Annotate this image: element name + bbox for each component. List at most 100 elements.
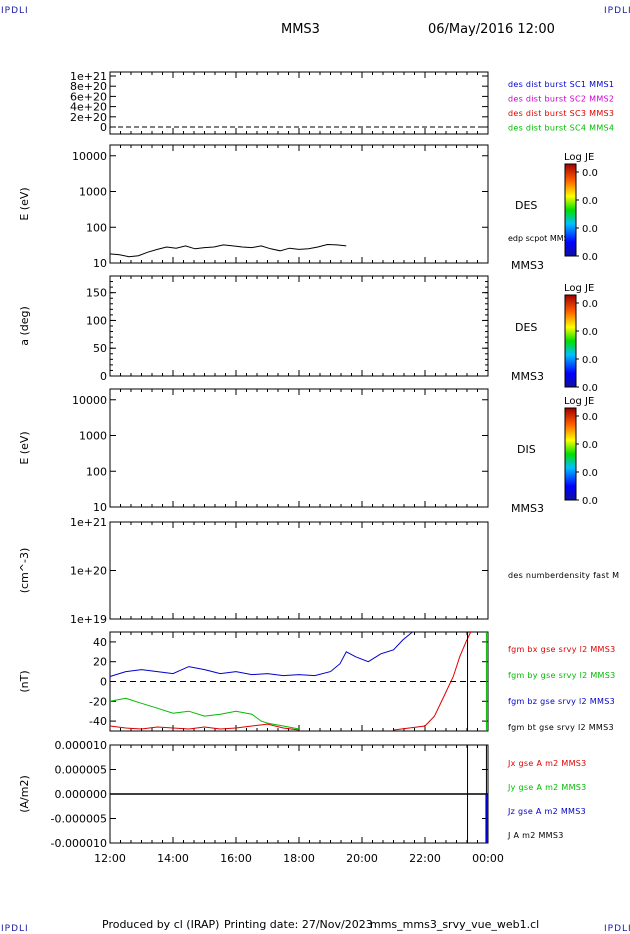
des-pitch-y-axis-label: a (deg) — [18, 306, 31, 346]
des-energy-colorbar — [564, 163, 577, 257]
des-energy-y-tick-label: 10000 — [72, 150, 107, 163]
current-legend-entry: J A m2 MMS3 — [507, 831, 564, 840]
des-pitch-y-tick-label: 0 — [100, 370, 107, 383]
des-pitch-sublabel: MMS3 — [511, 370, 544, 383]
corner-label-bottom-right: IPDLI — [604, 924, 630, 934]
x-tick-label: 12:00 — [94, 852, 126, 865]
burst-legend-entry: des dist burst SC4 MMS4 — [508, 124, 614, 133]
dis-energy-colorbar-tick-label: 0.0 — [582, 468, 598, 479]
corner-label-top-left: IPDLI — [1, 6, 29, 16]
dis-energy-y-tick-label: 10000 — [72, 394, 107, 407]
burst-y-tick-label: 0 — [100, 121, 107, 134]
current-y-tick-label: 0.000000 — [55, 788, 108, 801]
density-y-tick-label: 1e+19 — [70, 613, 107, 626]
current-legend-entry: Jy gse A m2 MMS3 — [507, 783, 587, 792]
des-energy-colorbar-title: Log JE — [564, 152, 594, 163]
des-pitch-y-tick-label: 100 — [86, 314, 107, 327]
x-tick-label: 14:00 — [157, 852, 189, 865]
current-legend-entry: Jz gse A m2 MMS3 — [507, 807, 586, 816]
x-tick-label: 16:00 — [220, 852, 252, 865]
panel-frame-3 — [109, 388, 489, 508]
des-energy-label: DES — [515, 199, 537, 212]
des-pitch-colorbar-tick-label: 0.0 — [582, 355, 598, 366]
dis-energy-sublabel: MMS3 — [511, 502, 544, 515]
burst-y-tick-label: 1e+21 — [70, 70, 107, 83]
fgm-series-line-2 — [109, 723, 300, 731]
density-y-tick-label: 1e+20 — [70, 565, 107, 578]
panel-frame-4 — [109, 521, 489, 620]
current-y-tick-label: -0.000010 — [51, 837, 107, 850]
footer-filename: mms_mms3_srvy_vue_web1.cl — [370, 918, 540, 931]
des-pitch-colorbar — [564, 294, 577, 388]
fgm-series-line-0 — [109, 631, 413, 677]
x-tick-label: 18:00 — [283, 852, 315, 865]
fgm-y-axis-label: (nT) — [18, 670, 31, 692]
dis-energy-colorbar — [564, 407, 577, 501]
des-pitch-colorbar-tick-label: 0.0 — [582, 383, 598, 394]
des-energy-y-tick-label: 1000 — [79, 186, 107, 199]
date-time-title: 06/May/2016 12:00 — [428, 22, 555, 37]
des-energy-y-axis-label: E (eV) — [18, 187, 31, 220]
x-tick-label: 20:00 — [346, 852, 378, 865]
panel-frame-1 — [109, 144, 489, 264]
dis-energy-label: DIS — [517, 443, 536, 456]
fgm-y-tick-label: 40 — [93, 636, 107, 649]
dis-energy-y-tick-label: 10 — [93, 501, 107, 514]
density-legend-entry: des numberdensity fast M — [508, 571, 619, 580]
corner-label-bottom-left: IPDLI — [1, 924, 29, 934]
current-y-axis-label: (A/m2) — [18, 775, 31, 813]
burst-legend-entry: des dist burst SC2 MMS2 — [508, 95, 614, 104]
scpot-series-line — [109, 243, 347, 258]
des-energy-y-tick-label: 100 — [86, 221, 107, 234]
x-tick-label: 22:00 — [409, 852, 441, 865]
des-pitch-colorbar-tick-label: 0.0 — [582, 327, 598, 338]
fgm-legend-entry: fgm bz gse srvy l2 MMS3 — [508, 697, 615, 706]
des-pitch-y-tick-label: 50 — [93, 342, 107, 355]
des-energy-colorbar-tick-label: 0.0 — [582, 168, 598, 179]
des-energy-y-tick-label: 10 — [93, 257, 107, 270]
current-legend-entry: Jx gse A m2 MMS3 — [507, 759, 587, 768]
spacecraft-title: MMS3 — [281, 22, 320, 37]
des-energy-colorbar-tick-label: 0.0 — [582, 196, 598, 207]
fgm-y-tick-label: 20 — [93, 656, 107, 669]
x-tick-label: 00:00 — [472, 852, 504, 865]
burst-y-tick-label: 4e+20 — [70, 101, 107, 114]
panel-frame-0 — [109, 71, 489, 135]
burst-legend-entry: des dist burst SC1 MMS1 — [508, 80, 614, 89]
fgm-y-tick-label: 0 — [100, 676, 107, 689]
burst-y-tick-label: 8e+20 — [70, 80, 107, 93]
corner-label-top-right: IPDLI — [604, 6, 630, 16]
density-y-axis-label: (cm^-3) — [18, 548, 31, 594]
des-energy-sublabel: MMS3 — [511, 259, 544, 272]
dis-energy-y-axis-label: E (eV) — [18, 431, 31, 464]
des-energy-colorbar-tick-label: 0.0 — [582, 224, 598, 235]
current-y-tick-label: -0.000005 — [51, 813, 107, 826]
dis-energy-colorbar-tick-label: 0.0 — [582, 412, 598, 423]
fgm-y-tick-label: -20 — [89, 695, 107, 708]
des-pitch-colorbar-title: Log JE — [564, 283, 594, 294]
fgm-legend-entry: fgm bt gse srvy l2 MMS3 — [508, 723, 614, 732]
burst-y-tick-label: 6e+20 — [70, 90, 107, 103]
scpot-legend-label: edp scpot MMS3 — [508, 234, 574, 243]
des-pitch-label: DES — [515, 321, 537, 334]
fgm-legend-entry: fgm by gse srvy l2 MMS3 — [508, 671, 616, 680]
dis-energy-colorbar-tick-label: 0.0 — [582, 496, 598, 507]
current-y-tick-label: 0.000005 — [55, 764, 108, 777]
burst-legend-entry: des dist burst SC3 MMS3 — [508, 109, 614, 118]
current-y-tick-label: 0.000010 — [55, 739, 108, 752]
footer-printing-date: Printing date: 27/Nov/2023 — [224, 918, 373, 931]
dis-energy-y-tick-label: 100 — [86, 465, 107, 478]
des-pitch-colorbar-tick-label: 0.0 — [582, 299, 598, 310]
fgm-series-line-1 — [109, 697, 300, 730]
panel-frame-2 — [109, 275, 489, 377]
fgm-y-tick-label: -40 — [89, 715, 107, 728]
fgm-series-line-3 — [393, 631, 472, 731]
dis-energy-y-tick-label: 1000 — [79, 430, 107, 443]
dis-energy-colorbar-tick-label: 0.0 — [582, 440, 598, 451]
density-y-tick-label: 1e+21 — [70, 516, 107, 529]
fgm-legend-entry: fgm bx gse srvy l2 MMS3 — [508, 645, 616, 654]
des-energy-colorbar-tick-label: 0.0 — [582, 252, 598, 263]
dis-energy-colorbar-title: Log JE — [564, 396, 594, 407]
burst-y-tick-label: 2e+20 — [70, 111, 107, 124]
